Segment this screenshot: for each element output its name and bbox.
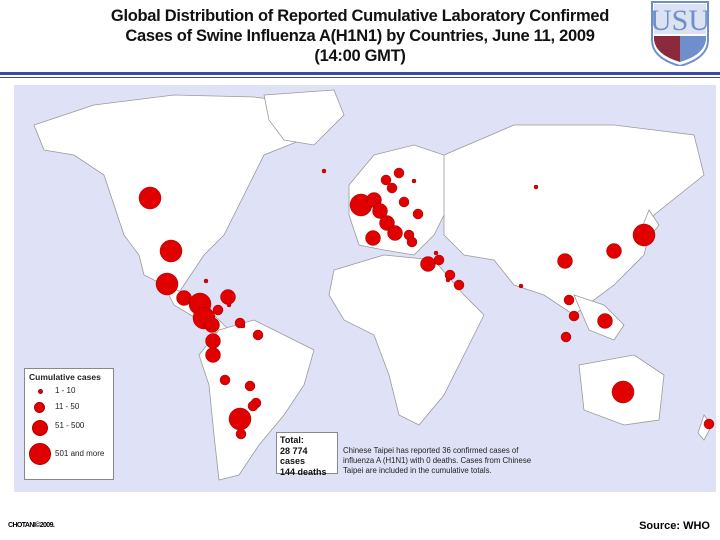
case-marker bbox=[393, 167, 405, 179]
case-marker bbox=[606, 243, 622, 259]
source: Source: WHO bbox=[639, 520, 710, 532]
case-marker bbox=[226, 302, 232, 308]
header-rule bbox=[0, 72, 720, 75]
marker-size-4 bbox=[29, 443, 51, 465]
case-marker bbox=[205, 333, 221, 349]
legend: Cumulative cases 1 - 10 11 - 50 51 - 500… bbox=[24, 368, 114, 480]
header-rule-thin bbox=[0, 77, 720, 78]
case-marker bbox=[212, 304, 224, 316]
world-map-svg bbox=[33, 89, 715, 481]
case-marker bbox=[632, 223, 656, 247]
legend-label: 1 - 10 bbox=[55, 386, 76, 395]
title-line-2: Cases of Swine Influenza A(H1N1) by Coun… bbox=[125, 27, 595, 45]
legend-title: Cumulative cases bbox=[29, 372, 101, 382]
case-marker bbox=[557, 253, 573, 269]
svg-text:USU: USU bbox=[650, 4, 710, 37]
total-label: Total: bbox=[280, 435, 304, 445]
marker-size-2 bbox=[34, 402, 45, 413]
case-marker bbox=[365, 230, 381, 246]
map-title: Global Distribution of Reported Cumulati… bbox=[60, 6, 660, 66]
north-america bbox=[33, 94, 315, 301]
continents bbox=[33, 89, 713, 481]
legend-label: 51 - 500 bbox=[55, 421, 85, 430]
case-marker bbox=[453, 279, 465, 291]
case-marker bbox=[433, 254, 445, 266]
world-map: Cumulative cases 1 - 10 11 - 50 51 - 500… bbox=[14, 85, 716, 492]
case-marker bbox=[247, 400, 259, 412]
case-marker bbox=[159, 239, 183, 263]
case-marker bbox=[533, 184, 539, 190]
case-marker bbox=[387, 225, 403, 241]
case-marker bbox=[380, 174, 392, 186]
case-marker bbox=[205, 347, 221, 363]
title-line-3: (14:00 GMT) bbox=[314, 47, 406, 65]
total-cases: 28 774 cases bbox=[280, 445, 308, 467]
case-marker bbox=[518, 283, 524, 289]
total-box: Total: 28 774 cases 144 deaths bbox=[276, 432, 338, 477]
case-marker bbox=[703, 418, 715, 430]
case-marker bbox=[219, 374, 231, 386]
case-marker bbox=[611, 380, 635, 404]
marker-size-3 bbox=[32, 420, 48, 436]
case-marker bbox=[235, 428, 247, 440]
africa bbox=[328, 254, 485, 426]
case-marker bbox=[155, 272, 179, 296]
case-marker bbox=[321, 168, 327, 174]
case-marker bbox=[138, 186, 162, 210]
case-marker bbox=[252, 329, 264, 341]
case-marker bbox=[372, 203, 388, 219]
case-marker bbox=[445, 277, 451, 283]
greenland bbox=[263, 89, 345, 146]
asia bbox=[443, 124, 705, 316]
case-marker bbox=[244, 380, 256, 392]
case-marker bbox=[228, 407, 252, 431]
case-marker bbox=[204, 317, 220, 333]
case-marker bbox=[398, 196, 410, 208]
case-marker bbox=[568, 310, 580, 322]
case-marker bbox=[563, 294, 575, 306]
case-markers bbox=[138, 167, 715, 440]
case-marker bbox=[203, 278, 209, 284]
case-marker bbox=[412, 208, 424, 220]
credit: CHOTANI©2009. bbox=[8, 522, 55, 529]
case-marker bbox=[420, 256, 436, 272]
usu-logo: USU bbox=[650, 1, 710, 66]
legend-label: 11 - 50 bbox=[55, 402, 80, 411]
case-marker bbox=[560, 331, 572, 343]
case-marker bbox=[411, 178, 417, 184]
chinese-taipei-note: Chinese Taipei has reported 36 confirmed… bbox=[343, 446, 532, 475]
case-marker bbox=[386, 182, 398, 194]
case-marker bbox=[406, 236, 418, 248]
marker-size-1 bbox=[38, 389, 43, 394]
case-marker bbox=[240, 323, 246, 329]
legend-label: 501 and more bbox=[55, 449, 105, 458]
title-line-1: Global Distribution of Reported Cumulati… bbox=[110, 7, 610, 25]
total-deaths: 144 deaths bbox=[280, 466, 327, 477]
case-marker bbox=[220, 289, 236, 305]
case-marker bbox=[433, 250, 439, 256]
case-marker bbox=[597, 313, 613, 329]
